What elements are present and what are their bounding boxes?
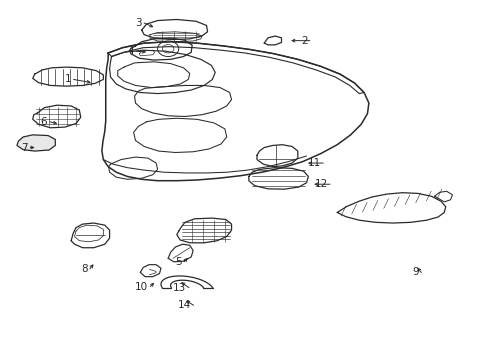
Text: 10: 10: [135, 282, 148, 292]
Polygon shape: [17, 135, 55, 151]
Text: 6: 6: [41, 117, 47, 127]
Text: 11: 11: [308, 158, 321, 168]
Text: 1: 1: [65, 75, 71, 85]
Text: 3: 3: [135, 18, 142, 28]
Text: 2: 2: [301, 36, 307, 46]
Text: 7: 7: [22, 143, 28, 153]
Text: 8: 8: [81, 264, 88, 274]
Text: 4: 4: [127, 46, 134, 56]
Text: 5: 5: [175, 257, 182, 267]
Text: 12: 12: [315, 179, 328, 189]
Text: 9: 9: [412, 267, 419, 278]
Text: 14: 14: [178, 300, 191, 310]
Text: 13: 13: [173, 283, 186, 293]
